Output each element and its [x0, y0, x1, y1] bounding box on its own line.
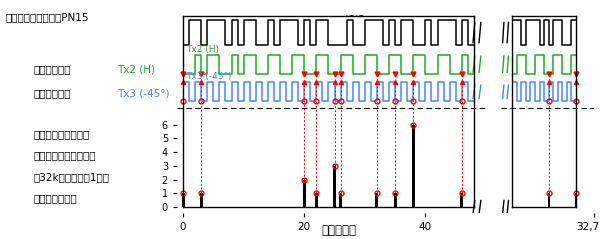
- Bar: [315, 193, 318, 207]
- Bar: [303, 180, 306, 207]
- Bar: [460, 193, 463, 207]
- Bar: [575, 193, 577, 207]
- Text: Tx2 (H): Tx2 (H): [117, 65, 155, 75]
- Bar: [333, 166, 336, 207]
- Bar: [376, 193, 379, 207]
- Bar: [548, 193, 550, 207]
- Bar: [200, 193, 203, 207]
- Text: の計数を加算）: の計数を加算）: [33, 194, 77, 204]
- Bar: [339, 193, 342, 207]
- Text: Tx2 (H): Tx2 (H): [186, 45, 219, 54]
- Text: 号化した系列: 号化した系列: [33, 88, 71, 98]
- Bar: [412, 125, 415, 207]
- Text: （32kビット毎に1秒間: （32kビット毎に1秒間: [33, 172, 109, 182]
- Text: Tx3 (-45°): Tx3 (-45°): [117, 88, 170, 98]
- Text: 号系列のヒストグラム: 号系列のヒストグラム: [33, 151, 95, 161]
- Text: ビット位置: ビット位置: [322, 224, 356, 237]
- Text: 同期用信号の系列　PN15: 同期用信号の系列 PN15: [6, 12, 89, 22]
- Text: ∽∽: ∽∽: [344, 10, 366, 22]
- Text: 偏光状態へ符: 偏光状態へ符: [33, 65, 71, 75]
- Text: 受信した光子検出信: 受信した光子検出信: [33, 129, 89, 139]
- Bar: [394, 193, 397, 207]
- Bar: [182, 193, 185, 207]
- Text: Tx3 (-45°): Tx3 (-45°): [186, 72, 232, 81]
